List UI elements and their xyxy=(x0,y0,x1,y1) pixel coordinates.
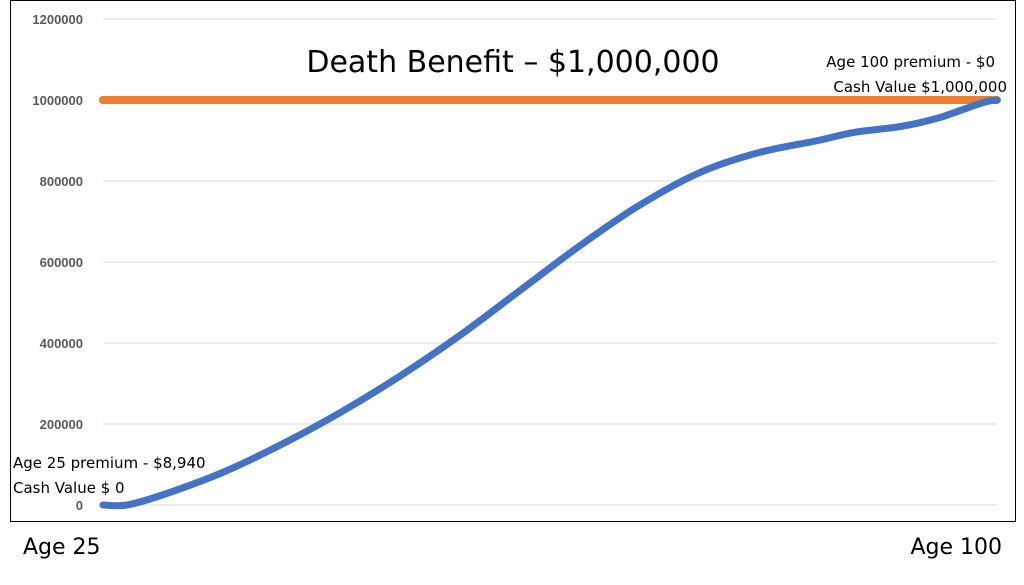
y-tick-label: 0 xyxy=(76,498,83,513)
y-tick-label: 1200000 xyxy=(32,12,83,27)
series xyxy=(99,95,1001,510)
start-cash-annotation: Cash Value $ 0 xyxy=(13,479,125,497)
y-tick-label: 1000000 xyxy=(32,93,83,108)
chart-frame xyxy=(10,0,1016,522)
start-premium-annotation: Age 25 premium - $8,940 xyxy=(13,454,206,472)
chart-title: Death Benefit – $1,000,000 xyxy=(306,45,719,80)
y-axis-ticks: 0 200000 400000 600000 800000 1000000 1200000 xyxy=(32,12,83,513)
cash-value-line xyxy=(99,96,1001,510)
x-start-label: Age 25 xyxy=(23,535,101,560)
end-premium-annotation: Age 100 premium - $0 xyxy=(826,53,995,71)
y-tick-label: 800000 xyxy=(40,174,83,189)
y-tick-label: 400000 xyxy=(40,336,83,351)
y-tick-label: 600000 xyxy=(40,255,83,270)
end-cash-annotation: Cash Value $1,000,000 xyxy=(833,78,1007,96)
x-end-label: Age 100 xyxy=(910,535,1002,560)
y-tick-label: 200000 xyxy=(40,417,83,432)
